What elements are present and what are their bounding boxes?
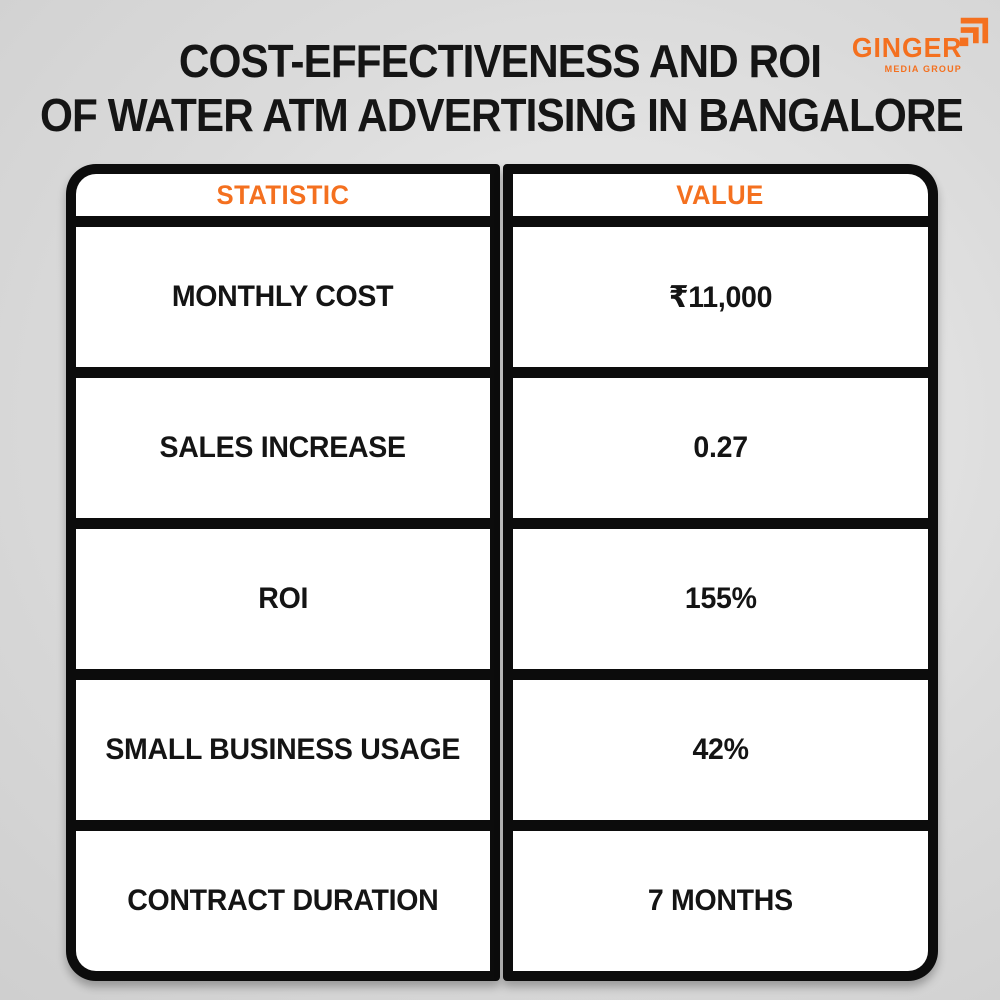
stats-table: STATISTIC MONTHLY COST SALES INCREASE RO… bbox=[66, 164, 938, 981]
value-column: VALUE ₹11,000 0.27 155% 42% 7 MONTHS bbox=[503, 164, 938, 981]
value-label: 155% bbox=[684, 582, 757, 615]
logo-subtitle: MEDIA GROUP bbox=[884, 64, 962, 74]
table-row-value: 0.27 bbox=[513, 378, 928, 518]
table-row-statistic: SMALL BUSINESS USAGE bbox=[76, 680, 490, 820]
column-header-statistic-label: STATISTIC bbox=[216, 179, 350, 210]
statistic-label: MONTHLY COST bbox=[172, 280, 394, 313]
value-label: 0.27 bbox=[693, 431, 748, 464]
value-label: ₹11,000 bbox=[668, 280, 773, 314]
statistic-label: ROI bbox=[258, 582, 308, 615]
nested-corners-icon bbox=[956, 14, 990, 48]
table-row-statistic: MONTHLY COST bbox=[76, 227, 490, 367]
value-label: 7 MONTHS bbox=[648, 884, 793, 917]
ginger-media-group-logo: GINGER MEDIA GROUP bbox=[832, 12, 992, 74]
column-header-value: VALUE bbox=[513, 174, 928, 216]
value-label: 42% bbox=[692, 733, 749, 766]
statistic-label: CONTRACT DURATION bbox=[127, 884, 439, 917]
table-row-statistic: ROI bbox=[76, 529, 490, 669]
table-row-value: 7 MONTHS bbox=[513, 831, 928, 971]
statistic-column: STATISTIC MONTHLY COST SALES INCREASE RO… bbox=[66, 164, 500, 981]
table-row-statistic: SALES INCREASE bbox=[76, 378, 490, 518]
page-title: COST-EFFECTIVENESS AND ROI OF WATER ATM … bbox=[0, 34, 1000, 143]
column-header-value-label: VALUE bbox=[676, 179, 765, 210]
statistic-label: SMALL BUSINESS USAGE bbox=[105, 733, 461, 766]
statistic-label: SALES INCREASE bbox=[159, 431, 407, 464]
table-row-value: 155% bbox=[513, 529, 928, 669]
table-row-value: 42% bbox=[513, 680, 928, 820]
table-row-statistic: CONTRACT DURATION bbox=[76, 831, 490, 971]
title-line-2: OF WATER ATM ADVERTISING IN BANGALORE bbox=[40, 89, 964, 142]
logo-name: GINGER bbox=[851, 32, 962, 63]
table-row-value: ₹11,000 bbox=[513, 227, 928, 367]
column-header-statistic: STATISTIC bbox=[76, 174, 490, 216]
title-line-1: COST-EFFECTIVENESS AND ROI bbox=[178, 35, 822, 87]
